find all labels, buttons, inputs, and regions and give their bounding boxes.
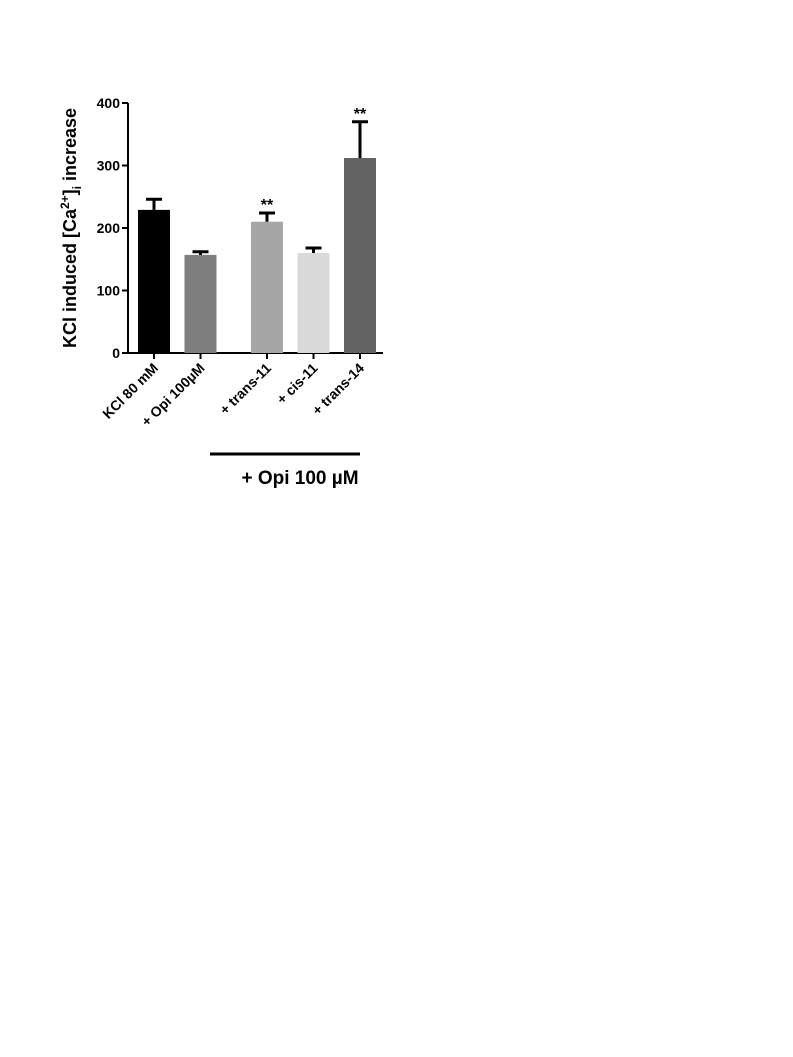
group-label: + Opi 100 µM xyxy=(241,468,358,489)
bar xyxy=(251,221,283,353)
y-axis-label: KCl induced [Ca2+]i increase xyxy=(58,108,84,348)
y-tick-label: 200 xyxy=(97,220,121,236)
y-label-part: increase xyxy=(60,108,80,186)
significance-label: ** xyxy=(354,106,367,123)
y-tick-label: 0 xyxy=(112,345,120,361)
y-tick-label: 100 xyxy=(97,283,121,299)
bar xyxy=(344,158,376,353)
bar xyxy=(184,254,217,353)
x-tick-label: + trans-11 xyxy=(216,360,274,418)
x-tick-label: + cis-11 xyxy=(273,360,321,408)
significance-label: ** xyxy=(261,197,274,214)
y-label-part: KCl induced [Ca xyxy=(60,208,80,348)
bar xyxy=(138,209,170,353)
y-label-part: 2+ xyxy=(58,195,72,209)
y-tick-label: 400 xyxy=(97,95,121,111)
y-label-part: i xyxy=(70,186,84,189)
y-label-part: ] xyxy=(60,189,80,195)
y-tick-label: 300 xyxy=(97,158,121,174)
bar xyxy=(297,253,330,353)
